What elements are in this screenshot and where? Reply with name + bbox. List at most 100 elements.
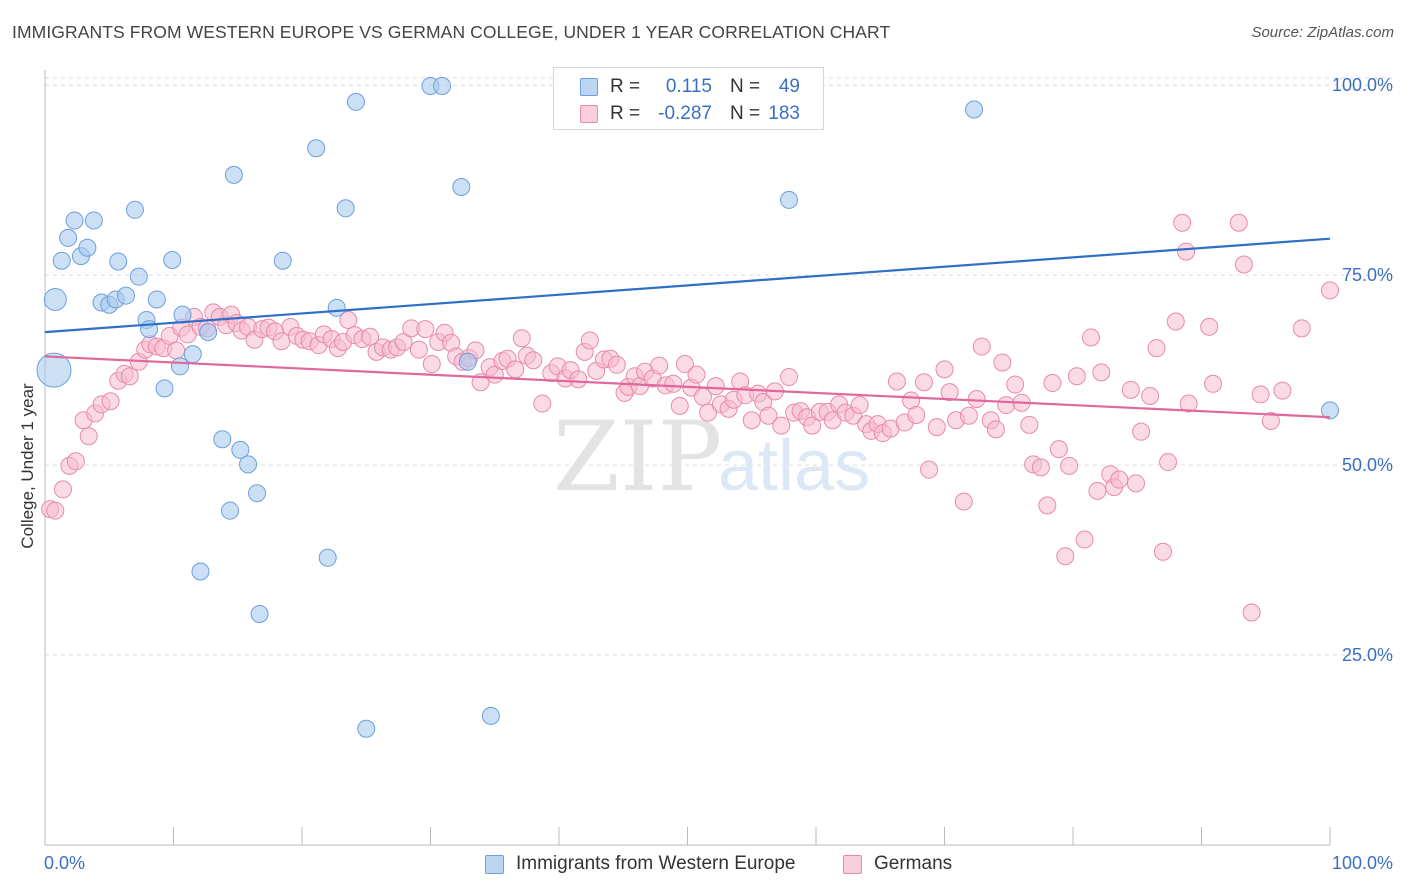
german-point	[1234, 255, 1253, 274]
immigrant-point	[163, 250, 182, 269]
bottom-legend-swatch-pink	[843, 855, 862, 874]
german-point	[1153, 542, 1172, 561]
german-point	[272, 332, 291, 351]
x-tick-label: 0.0%	[44, 853, 85, 873]
german-point	[66, 452, 85, 471]
watermark-zip: ZIP	[553, 401, 722, 513]
german-point	[772, 416, 791, 435]
y-tick-label: 75.0%	[1342, 265, 1393, 285]
chart-title: IMMIGRANTS FROM WESTERN EUROPE VS GERMAN…	[12, 22, 891, 42]
immigrant-point	[213, 430, 232, 449]
german-point	[664, 374, 683, 393]
german-point	[907, 405, 926, 424]
watermark: ZIP atlas	[553, 401, 870, 513]
immigrant-point	[170, 357, 189, 376]
german-point	[997, 396, 1016, 415]
german-point	[954, 492, 973, 511]
german-point	[803, 416, 822, 435]
german-point	[416, 320, 435, 339]
germans-trendline	[44, 355, 1331, 419]
immigrant-point	[221, 501, 240, 520]
immigrant-point	[129, 267, 148, 286]
german-point	[1006, 375, 1025, 394]
immigrant-point	[147, 290, 166, 309]
immigrant-point	[250, 605, 269, 624]
german-point	[1273, 381, 1292, 400]
correlation-legend: R = 0.115 N = 49 R = -0.287 N = 183	[553, 67, 824, 130]
legend-r-value: -0.287	[658, 103, 712, 124]
german-point	[1049, 440, 1068, 459]
legend-n-value: 49	[778, 76, 800, 97]
german-point	[940, 383, 959, 402]
german-point	[675, 355, 694, 374]
immigrant-point	[59, 228, 78, 247]
bottom-legend-swatch-blue	[485, 855, 504, 874]
german-point	[780, 367, 799, 386]
german-point	[759, 406, 778, 425]
german-point	[1179, 394, 1198, 413]
legend-n-label: N =	[730, 103, 761, 124]
legend-r-value: 0.115	[665, 76, 712, 97]
legend-r-label: R =	[610, 76, 641, 97]
legend-row-immigrants: R = 0.115 N = 49	[554, 74, 823, 100]
german-point	[79, 427, 98, 446]
german-point	[959, 406, 978, 425]
german-point	[1110, 470, 1129, 489]
immigrant-point	[239, 455, 258, 474]
german-point	[1092, 363, 1111, 382]
immigrant-point	[433, 76, 452, 95]
german-point	[920, 460, 939, 479]
german-point	[670, 396, 689, 415]
german-point	[533, 394, 552, 413]
axes	[44, 70, 1331, 846]
watermark-atlas: atlas	[718, 426, 870, 506]
german-point	[1020, 415, 1039, 434]
german-point	[167, 341, 186, 360]
immigrant-point	[191, 562, 210, 581]
immigrant-point	[318, 548, 337, 567]
german-point	[101, 392, 120, 411]
y-tick-label: 100.0%	[1332, 75, 1393, 95]
german-point	[569, 370, 588, 389]
german-point	[1147, 339, 1166, 358]
german-point	[506, 360, 525, 379]
immigrant-point	[78, 238, 97, 257]
immigrant-point	[43, 287, 67, 311]
x-tick-label: 100.0%	[1332, 853, 1393, 873]
german-point	[339, 310, 358, 329]
german-point	[120, 367, 139, 386]
immigrant-point	[307, 139, 326, 158]
german-point	[1043, 374, 1062, 393]
german-point	[993, 353, 1012, 372]
german-point	[650, 356, 669, 375]
german-point	[512, 329, 531, 348]
german-point	[1204, 374, 1223, 393]
german-point	[409, 340, 428, 359]
german-point	[850, 396, 869, 415]
german-point	[1292, 319, 1311, 338]
immigrant-point	[780, 190, 799, 209]
source-credit: Source: ZipAtlas.com	[1251, 24, 1394, 41]
german-point	[1056, 547, 1075, 566]
german-point	[46, 501, 65, 520]
german-point	[1229, 213, 1248, 232]
german-point	[1177, 242, 1196, 261]
german-point	[1166, 312, 1185, 331]
bottom-legend-label: Immigrants from Western Europe	[516, 853, 796, 874]
german-point	[1132, 422, 1151, 441]
immigrant-point	[327, 298, 346, 317]
legend-row-germans: R = -0.287 N = 183	[554, 101, 823, 127]
german-point	[1038, 496, 1057, 515]
immigrant-point	[65, 211, 84, 230]
german-point	[607, 355, 626, 374]
immigrant-point	[248, 484, 267, 503]
immigrant-point	[273, 251, 292, 270]
legend-swatch-blue	[580, 78, 598, 96]
legend-swatch-pink	[580, 105, 598, 123]
y-tick-label: 25.0%	[1342, 645, 1393, 665]
legend-r-label: R =	[610, 103, 641, 124]
german-point	[742, 411, 761, 430]
immigrant-point	[116, 286, 135, 305]
legend-n-label: N =	[730, 76, 761, 97]
german-point	[394, 333, 413, 352]
